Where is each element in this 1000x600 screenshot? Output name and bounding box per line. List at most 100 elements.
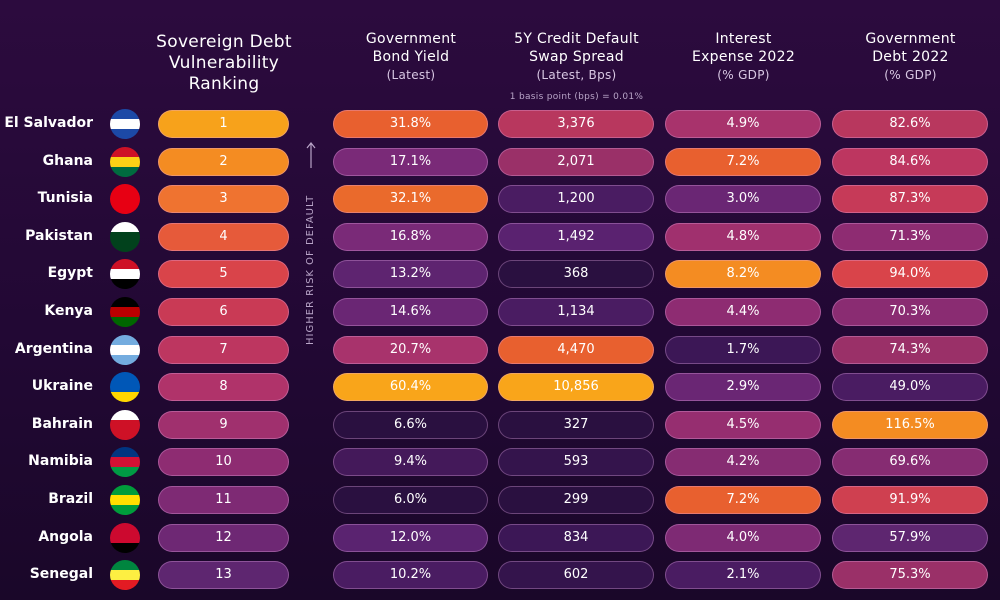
column-subtitle: (Latest) — [386, 68, 436, 82]
column-title: Ranking — [188, 74, 260, 94]
cell: 13.2% — [333, 260, 488, 289]
cell: 69.6% — [832, 448, 988, 477]
cell: 49.0% — [832, 373, 988, 402]
cell: 2.1% — [665, 561, 821, 590]
column-title: 5Y Credit Default — [514, 31, 639, 47]
cell: 116.5% — [832, 410, 988, 439]
cell: 84.6% — [832, 147, 988, 176]
cell: 1,134 — [498, 298, 654, 326]
column-title: Expense 2022 — [691, 49, 796, 65]
country-name: Angola — [38, 528, 93, 545]
cell: 10,856 — [498, 373, 654, 402]
country-name: Brazil — [48, 491, 93, 507]
column-title: Swap Spread — [529, 49, 624, 65]
cell: 4.9% — [665, 110, 821, 138]
cell: 10 — [158, 448, 289, 477]
cell: 75.3% — [832, 561, 988, 590]
cell: 7.2% — [665, 147, 821, 176]
column-title: Bond Yield — [372, 49, 450, 65]
cell: 6 — [158, 298, 289, 326]
cell: 2,071 — [498, 147, 654, 176]
column-subtitle: (% GDP) — [717, 68, 770, 82]
cell: 2.9% — [665, 373, 821, 402]
flag — [110, 297, 140, 327]
country-name: Namibia — [28, 453, 93, 470]
cell: 4.5% — [665, 410, 821, 439]
cell: 57.9% — [832, 523, 988, 552]
flag — [110, 334, 140, 365]
cell: 1,200 — [498, 185, 654, 214]
cell: 6.6% — [333, 410, 488, 439]
cell: 12.0% — [333, 523, 488, 552]
flag — [110, 372, 140, 403]
column-subtitle: (% GDP) — [884, 68, 937, 82]
cell: 7 — [158, 335, 289, 364]
cell: 16.8% — [333, 222, 488, 251]
column-title: Sovereign Debt — [156, 32, 292, 52]
cell: 4.8% — [665, 222, 821, 251]
cell: 3.0% — [665, 185, 821, 214]
cell: 10.2% — [333, 561, 488, 590]
arrow — [306, 142, 316, 168]
flag — [110, 447, 140, 478]
cell: 1,492 — [498, 222, 654, 251]
column-title: Debt 2022 — [872, 49, 949, 65]
country-name: Pakistan — [25, 227, 93, 244]
country-name: Senegal — [29, 566, 93, 583]
column-note: 1 basis point (bps) = 0.01% — [509, 92, 644, 102]
country-name: Argentina — [14, 340, 93, 357]
flag — [110, 109, 140, 139]
cell: 20.7% — [333, 335, 488, 364]
flag — [110, 409, 140, 440]
cell: 1 — [158, 110, 289, 138]
cell: 31.8% — [333, 110, 488, 138]
cell: 7.2% — [665, 486, 821, 514]
cell: 8.2% — [665, 260, 821, 289]
cell: 70.3% — [832, 298, 988, 326]
cell: 82.6% — [832, 110, 988, 138]
flag — [110, 221, 140, 252]
cell: 2 — [158, 147, 289, 176]
cell: 3,376 — [498, 110, 654, 138]
cell: 4 — [158, 222, 289, 251]
cell: 91.9% — [832, 486, 988, 514]
cell: 327 — [498, 410, 654, 439]
cell: 60.4% — [333, 373, 488, 402]
cell: 74.3% — [832, 335, 988, 364]
cell: 602 — [498, 561, 654, 590]
flag — [110, 560, 140, 591]
country-name: Bahrain — [31, 415, 93, 432]
flag — [110, 485, 140, 515]
cell: 13 — [158, 561, 289, 590]
cell: 17.1% — [333, 147, 488, 176]
cell: 4.0% — [665, 523, 821, 552]
cell: 593 — [498, 448, 654, 477]
cell: 32.1% — [333, 185, 488, 214]
cell: 368 — [498, 260, 654, 289]
flag — [110, 146, 140, 177]
cell: 11 — [158, 486, 289, 514]
flag — [110, 184, 140, 215]
cell: 14.6% — [333, 298, 488, 326]
cell: 94.0% — [832, 260, 988, 289]
cell: 6.0% — [333, 486, 488, 514]
cell: 12 — [158, 523, 289, 552]
country-name: Egypt — [47, 265, 93, 282]
column-title: Government — [365, 31, 457, 47]
cell: 9.4% — [333, 448, 488, 477]
flag — [110, 259, 140, 290]
cell: 4,470 — [498, 335, 654, 364]
column-title: Interest — [715, 31, 772, 47]
country-name: Kenya — [44, 303, 93, 319]
cell: 9 — [158, 410, 289, 439]
cell: 87.3% — [832, 185, 988, 214]
cell: 1.7% — [665, 335, 821, 364]
country-name: Ghana — [42, 152, 93, 169]
cell: 8 — [158, 373, 289, 402]
cell: 3 — [158, 185, 289, 214]
cell: 71.3% — [832, 222, 988, 251]
country-name: El Salvador — [4, 115, 93, 131]
column-subtitle: (Latest, Bps) — [536, 68, 617, 82]
side-label: HIGHER RISK OF DEFAULT — [305, 194, 316, 345]
